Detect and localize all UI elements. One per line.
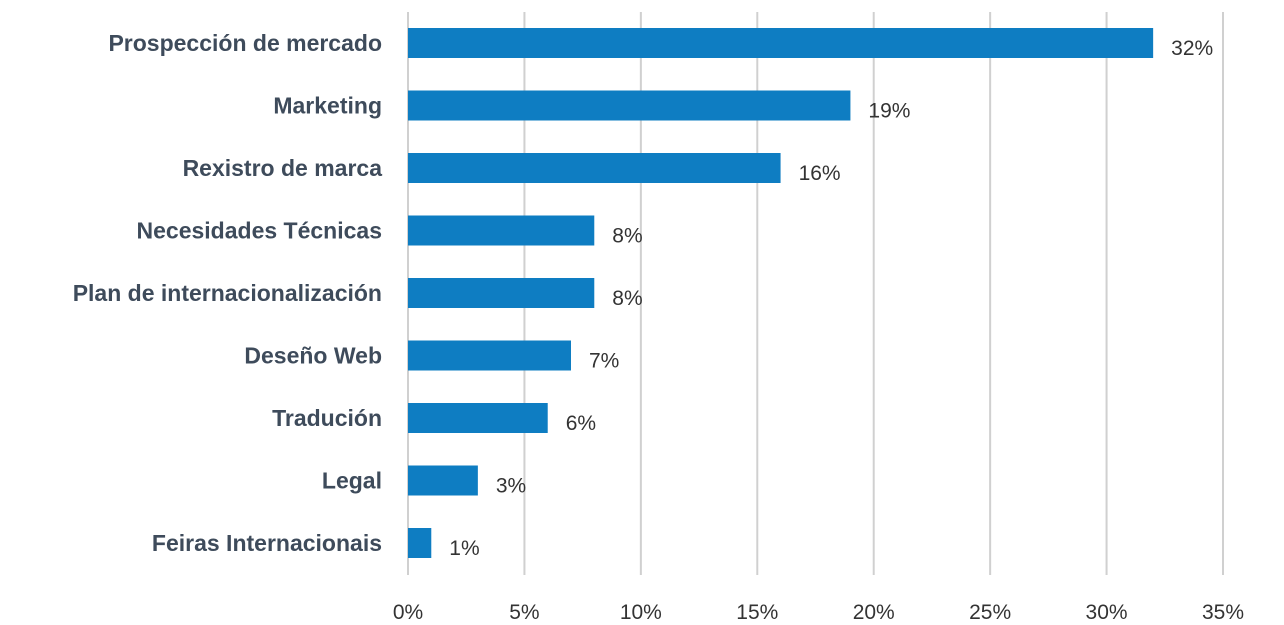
- bar: [408, 465, 478, 496]
- x-tick-label: 20%: [853, 601, 895, 624]
- x-axis-tick-labels: 0% 5% 10% 15% 20% 25% 30% 35%: [393, 601, 1244, 624]
- category-label: Marketing: [273, 93, 382, 119]
- data-label: 7%: [589, 350, 619, 373]
- category-label: Rexistro de marca: [183, 155, 383, 181]
- category-label: Prospección de mercado: [108, 30, 382, 56]
- x-tick-label: 5%: [509, 601, 539, 624]
- category-label: Plan de internacionalización: [73, 280, 382, 306]
- bar: [408, 90, 851, 121]
- x-tick-label: 10%: [620, 601, 662, 624]
- data-label: 19%: [868, 100, 910, 123]
- data-label: 8%: [612, 287, 642, 310]
- data-label: 3%: [496, 475, 526, 498]
- category-labels: Prospección de mercado Marketing Rexistro …: [73, 30, 383, 556]
- category-label: Feiras Internacionais: [152, 530, 382, 556]
- data-label: 6%: [566, 412, 596, 435]
- bar: [408, 215, 595, 246]
- bar: [408, 153, 781, 183]
- category-label: Legal: [322, 468, 382, 494]
- x-tick-label: 35%: [1202, 601, 1244, 624]
- category-label: Necesidades Técnicas: [137, 218, 382, 244]
- x-tick-label: 30%: [1086, 601, 1128, 624]
- x-tick-label: 25%: [969, 601, 1011, 624]
- data-label: 1%: [449, 537, 479, 560]
- bar: [408, 340, 571, 371]
- bar: [408, 403, 548, 433]
- data-label: 8%: [612, 225, 642, 248]
- category-label: Deseño Web: [244, 343, 382, 369]
- bar: [408, 28, 1154, 58]
- data-label: 32%: [1171, 37, 1213, 60]
- category-label: Tradución: [272, 405, 382, 431]
- x-tick-label: 15%: [736, 601, 778, 624]
- value-labels: 32% 19% 16% 8% 8% 7% 6% 3% 1%: [449, 37, 1213, 560]
- bars: [408, 28, 1154, 558]
- data-label: 16%: [799, 162, 841, 185]
- x-tick-label: 0%: [393, 601, 423, 624]
- bar: [408, 528, 432, 558]
- bar: [408, 278, 595, 308]
